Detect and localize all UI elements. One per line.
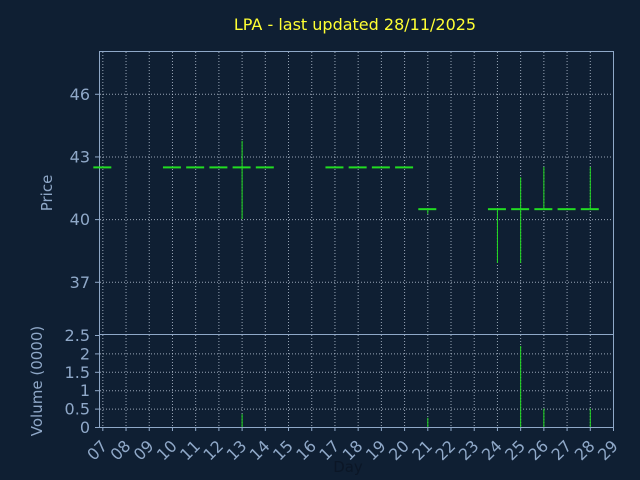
volume-tick-label-0: 0	[80, 418, 90, 437]
price-tick-label-43: 43	[70, 147, 90, 166]
volume-series	[241, 346, 591, 427]
x-axis-label: Day	[333, 458, 363, 476]
price-axis-label: Price	[38, 175, 56, 212]
price-tick-label-46: 46	[70, 85, 90, 104]
volume-y-ticks: 00.511.522.5	[65, 326, 100, 437]
volume-plot-frame	[99, 334, 614, 428]
volume-tick-label-2.5: 2.5	[65, 326, 90, 345]
price-mark-day-26	[534, 166, 553, 211]
price-mark-day-13	[232, 140, 251, 220]
price-y-ticks: 37 40 43 46	[70, 85, 100, 292]
price-mark-day-28	[580, 166, 599, 211]
volume-tick-label-1.5: 1.5	[65, 363, 90, 382]
price-mark-day-25	[511, 177, 530, 263]
price-mark-day-21	[418, 208, 437, 214]
price-mark-day-24	[487, 208, 506, 263]
chart-title: LPA - last updated 28/11/2025	[234, 15, 476, 34]
volume-tick-label-2: 2	[80, 344, 90, 363]
price-grid	[100, 52, 613, 334]
price-tick-label-40: 40	[70, 210, 90, 229]
price-series	[93, 140, 599, 263]
volume-axis-label: Volume (0000)	[28, 326, 46, 436]
price-tick-label-37: 37	[70, 273, 90, 292]
volume-tick-label-0.5: 0.5	[65, 400, 90, 419]
volume-tick-label-1: 1	[80, 381, 90, 400]
